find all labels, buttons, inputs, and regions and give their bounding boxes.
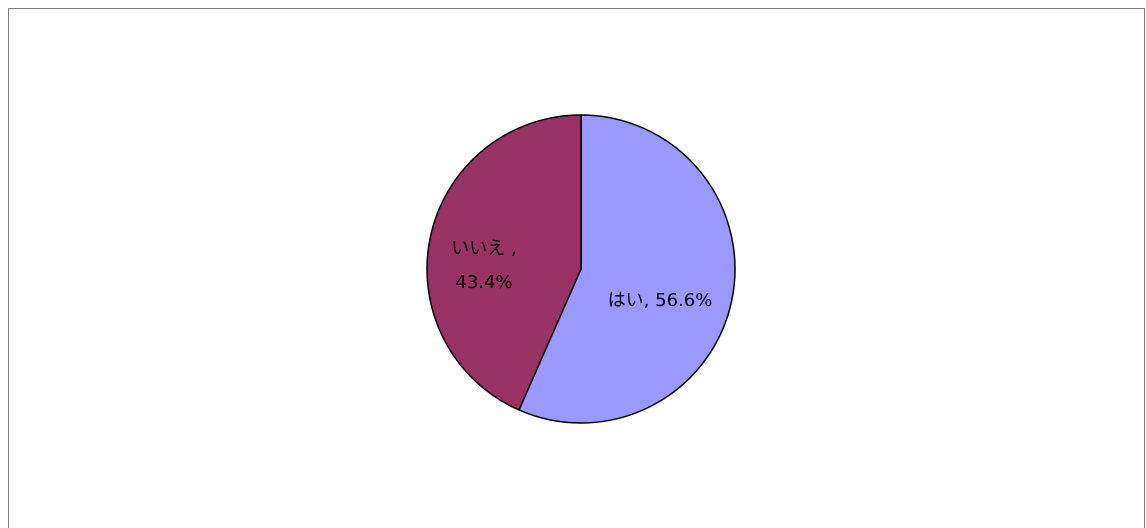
pie-slice-label-line: いいえ , — [451, 238, 516, 259]
pie-slice-0 — [517, 114, 736, 424]
pie-slice-label-line: はい, 56.6% — [608, 290, 713, 311]
pie-chart: はい, 56.6% いいえ , 43.4% — [426, 114, 736, 424]
pie-slice-label-1: いいえ , 43.4% — [451, 238, 516, 293]
pie-slice-1 — [426, 114, 582, 411]
pie-slice-label-0: はい, 56.6% — [608, 290, 713, 311]
pie-slice-label-line: 43.4% — [455, 272, 512, 293]
chart-frame: はい, 56.6% いいえ , 43.4% — [8, 8, 1145, 528]
